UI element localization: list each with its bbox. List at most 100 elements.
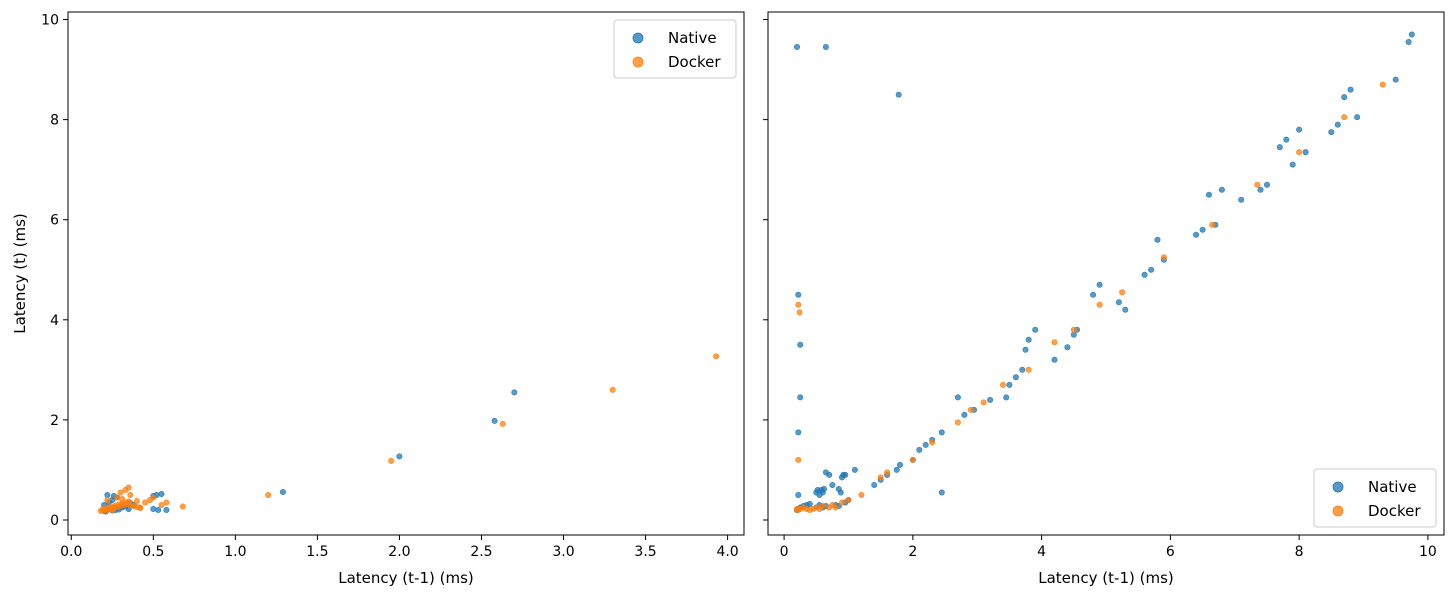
- data-point: [1347, 86, 1354, 93]
- data-point: [999, 381, 1006, 388]
- data-point: [127, 491, 134, 498]
- data-point: [133, 497, 140, 504]
- data-point: [909, 456, 916, 463]
- axes-frame: [767, 11, 1445, 536]
- x-axis-label: Latency (t-1) (ms): [338, 569, 474, 587]
- legend-marker-docker: [1332, 505, 1344, 517]
- data-point: [845, 496, 852, 503]
- y-tick-label: 0: [50, 513, 59, 529]
- legend: Native Docker: [613, 19, 737, 79]
- data-point: [820, 485, 827, 492]
- data-point: [1408, 31, 1415, 38]
- data-point: [980, 399, 987, 406]
- data-point: [114, 494, 121, 501]
- y-tick-label: 4: [50, 313, 59, 329]
- x-tick-label: 0: [780, 544, 789, 560]
- data-point: [797, 341, 804, 348]
- data-point: [838, 499, 845, 506]
- data-point: [1160, 254, 1167, 261]
- data-point: [1051, 356, 1058, 363]
- data-point: [117, 489, 124, 496]
- x-tick-label: 6: [1166, 544, 1175, 560]
- data-point: [1070, 326, 1077, 333]
- data-point: [1141, 271, 1148, 278]
- x-tick-label: 8: [1295, 544, 1304, 560]
- data-point: [796, 309, 803, 316]
- data-point: [1119, 289, 1126, 296]
- x-tick-label: 4: [1037, 544, 1046, 560]
- data-point: [938, 429, 945, 436]
- x-tick-label: 4.0: [716, 544, 738, 560]
- legend-label-docker: Docker: [668, 53, 721, 71]
- data-point: [1122, 306, 1129, 313]
- data-point: [842, 471, 849, 478]
- data-point: [858, 491, 865, 498]
- x-tick-label: 10: [1419, 544, 1437, 560]
- data-point: [961, 411, 968, 418]
- data-point: [1070, 331, 1077, 338]
- legend-label-docker: Docker: [1368, 502, 1421, 520]
- data-point: [109, 506, 116, 513]
- data-point: [609, 386, 616, 393]
- data-point: [1405, 38, 1412, 45]
- data-point: [1019, 366, 1026, 373]
- data-point: [1209, 221, 1216, 228]
- data-point: [388, 457, 395, 464]
- data-point: [1296, 126, 1303, 133]
- series-native: [101, 389, 518, 515]
- data-point: [1283, 136, 1290, 143]
- data-point: [1051, 339, 1058, 346]
- data-point: [158, 501, 165, 508]
- data-point: [895, 91, 902, 98]
- data-point: [499, 420, 506, 427]
- data-point: [1341, 94, 1348, 101]
- data-point: [795, 491, 802, 498]
- data-point: [1392, 76, 1399, 83]
- data-point: [793, 43, 800, 50]
- data-point: [806, 500, 813, 507]
- data-point: [871, 481, 878, 488]
- data-point: [795, 456, 802, 463]
- x-axis-label: Latency (t-1) (ms): [1038, 569, 1174, 587]
- data-point: [797, 394, 804, 401]
- data-point: [795, 291, 802, 298]
- data-point: [954, 394, 961, 401]
- y-axis-label: Latency (t) (ms): [11, 213, 29, 334]
- data-point: [1302, 149, 1309, 156]
- data-point: [896, 461, 903, 468]
- data-point: [1025, 366, 1032, 373]
- data-point: [1090, 291, 1097, 298]
- data-point: [851, 466, 858, 473]
- data-point: [954, 419, 961, 426]
- data-point: [877, 474, 884, 481]
- x-tick-label: 3.0: [552, 544, 574, 560]
- data-point: [279, 488, 286, 495]
- data-point: [795, 301, 802, 308]
- data-point: [265, 491, 272, 498]
- data-point: [491, 417, 498, 424]
- data-point: [104, 491, 111, 498]
- data-point: [884, 469, 891, 476]
- data-point: [1289, 161, 1296, 168]
- data-point: [1354, 114, 1361, 121]
- data-point: [1199, 226, 1206, 233]
- data-point: [1193, 231, 1200, 238]
- data-point: [929, 439, 936, 446]
- data-point: [1012, 374, 1019, 381]
- data-point: [104, 496, 111, 503]
- data-point: [158, 490, 165, 497]
- data-point: [967, 406, 974, 413]
- data-point: [916, 446, 923, 453]
- legend-marker-docker: [632, 56, 644, 68]
- y-tick-label: 10: [41, 13, 59, 29]
- x-tick-label: 1.5: [306, 544, 328, 560]
- y-tick-label: 2: [50, 413, 59, 429]
- x-tick-label: 2: [908, 544, 917, 560]
- data-point: [1115, 299, 1122, 306]
- x-tick-label: 0.5: [142, 544, 164, 560]
- data-point: [822, 43, 829, 50]
- right-scatter-panel: 0 2 4 6 8 10 Latency (t-1) (ms) Native Docker: [763, 11, 1445, 587]
- data-point: [137, 504, 144, 511]
- data-point: [1032, 326, 1039, 333]
